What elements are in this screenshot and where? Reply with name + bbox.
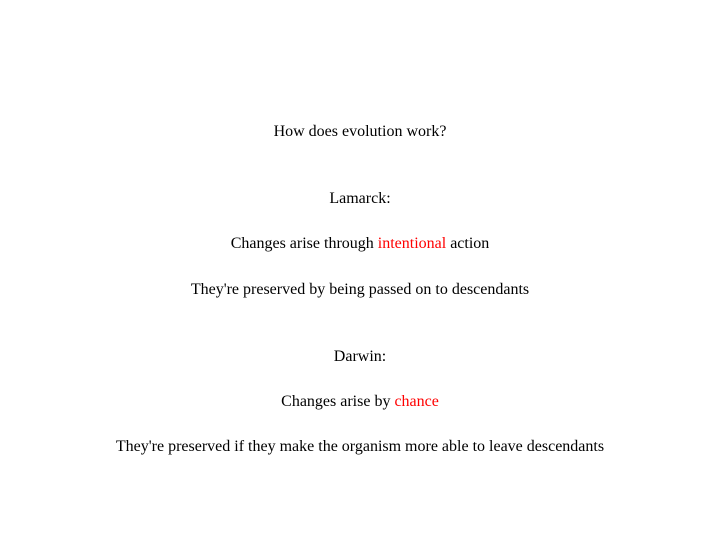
slide: How does evolution work? Lamarck: Change…	[0, 0, 720, 540]
section-heading-darwin: Darwin:	[0, 347, 720, 366]
lamarck-line-2: They're preserved by being passed on to …	[0, 280, 720, 299]
highlight-chance: chance	[394, 393, 438, 410]
highlight-intentional: intentional	[378, 235, 446, 252]
lamarck-line-1: Changes arise through intentional action	[0, 234, 720, 253]
section-heading-lamarck: Lamarck:	[0, 189, 720, 208]
slide-title: How does evolution work?	[0, 122, 720, 141]
darwin-line-2: They're preserved if they make the organ…	[0, 437, 720, 456]
text-fragment: Changes arise by	[281, 393, 394, 410]
darwin-line-1: Changes arise by chance	[0, 392, 720, 411]
text-fragment: action	[446, 235, 489, 252]
text-fragment: Changes arise through	[231, 235, 378, 252]
